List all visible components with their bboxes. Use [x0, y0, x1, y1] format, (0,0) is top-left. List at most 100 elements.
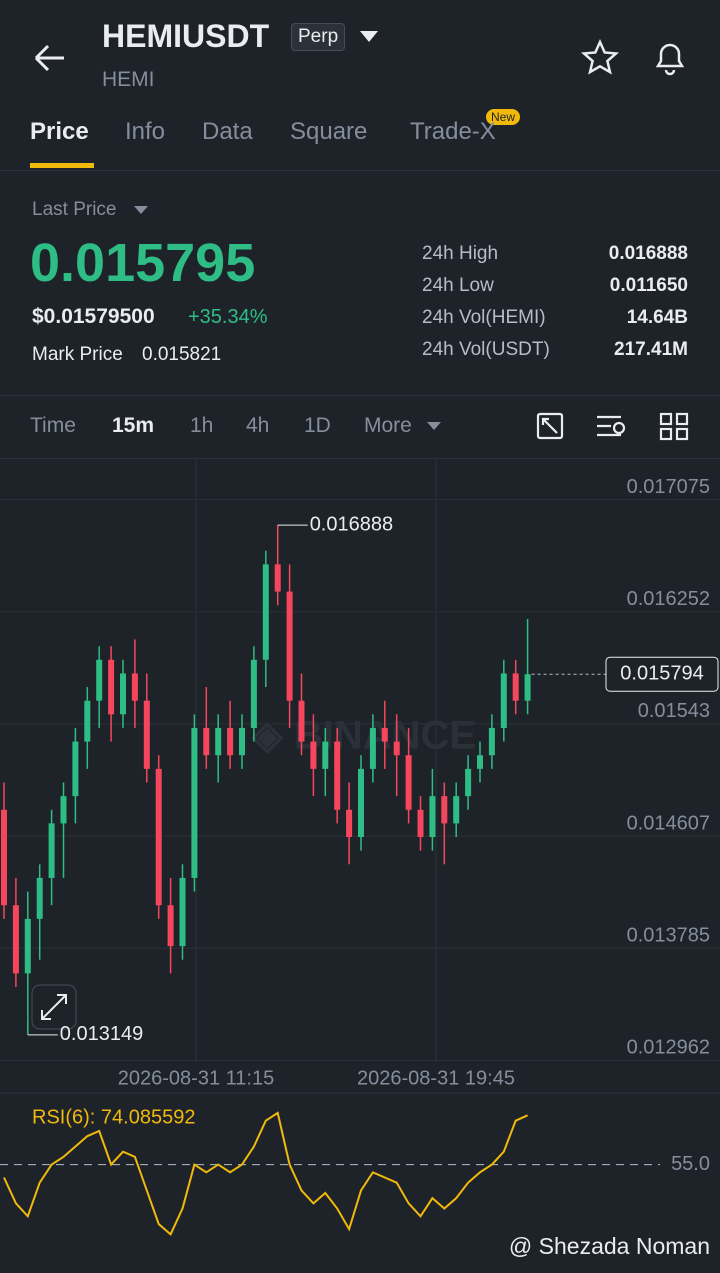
- candle-body: [465, 768, 472, 797]
- last-price-box: [605, 656, 719, 692]
- y-tick-label: 0.01543: [638, 700, 710, 722]
- candle-body: [12, 905, 19, 974]
- candle-body: [96, 659, 103, 701]
- stat-label: 24h Low: [422, 275, 494, 296]
- interval[interactable]: More: [364, 414, 412, 437]
- tab-bar: [0, 116, 720, 171]
- candle-body: [120, 673, 126, 715]
- candle-body: [250, 659, 257, 728]
- candle-body: [191, 727, 198, 878]
- candle-body: [60, 796, 67, 824]
- candle-body: [24, 918, 31, 974]
- y-tick-label: 0.014607: [627, 812, 710, 834]
- x-tick-label: 2026-08-31 19:45: [357, 1067, 515, 1089]
- watermark: @ Shezada Noman: [508, 1233, 710, 1259]
- candle-body: [131, 673, 138, 701]
- candle-body: [369, 727, 376, 769]
- candle-body: [346, 809, 353, 838]
- candle-body: [203, 727, 210, 756]
- chart: ◈ BINANCE 0.017075 0.016252 0.01543 0.01460…: [0, 458, 720, 1236]
- candle-body: [48, 823, 55, 878]
- perp-badge: Perp: [291, 23, 346, 51]
- mark-price: 0.015821: [142, 344, 222, 365]
- candle-body: [36, 877, 43, 919]
- tab[interactable]: Square: [290, 118, 368, 145]
- price-change: +35.34%: [188, 306, 268, 328]
- candle-body: [274, 564, 281, 592]
- candle-body: [417, 809, 424, 838]
- last-price-label: 0.015794: [620, 663, 703, 685]
- candle-body: [239, 727, 245, 756]
- candle-body: [72, 741, 79, 797]
- candle-body: [512, 673, 519, 701]
- candle-body: [477, 755, 483, 769]
- candle-body: [179, 877, 186, 947]
- expand-icon: [41, 994, 67, 1020]
- dropdown-icon[interactable]: [358, 28, 380, 44]
- chart-tools[interactable]: [535, 411, 695, 443]
- candle-body: [298, 700, 305, 742]
- back-button[interactable]: [30, 40, 70, 76]
- tab[interactable]: Data: [202, 118, 253, 145]
- base-asset: HEMI: [102, 68, 155, 91]
- y-tick-label: 0.017075: [627, 476, 710, 498]
- candle-body: [84, 700, 91, 742]
- candle-body: [334, 741, 341, 810]
- tab[interactable]: Info: [125, 118, 166, 145]
- interval[interactable]: 4h: [246, 414, 270, 437]
- candle-body: [381, 727, 388, 742]
- candle-body: [524, 674, 531, 701]
- candle-body: [405, 755, 412, 810]
- rsi-tick-label: 55.0: [671, 1153, 710, 1175]
- candle-body: [429, 796, 436, 838]
- last-price-label[interactable]: Last Price: [32, 199, 117, 220]
- stat-value: 217.41M: [614, 339, 688, 360]
- candle-body: [108, 659, 115, 715]
- tab[interactable]: Trade-X: [410, 118, 496, 145]
- candle-body: [441, 796, 448, 824]
- candle-body: [322, 741, 329, 769]
- interval[interactable]: 15m: [112, 414, 155, 437]
- stat-value: 0.016888: [608, 243, 688, 264]
- candle-body: [358, 768, 364, 838]
- favorite-icon[interactable]: [580, 38, 620, 78]
- alert-icon[interactable]: [650, 38, 690, 78]
- tab[interactable]: Price: [30, 118, 89, 145]
- candle-body: [310, 741, 317, 769]
- candle-body: [215, 727, 222, 756]
- low-label: 0.013149: [60, 1023, 143, 1045]
- last-price: 0.015795: [30, 233, 256, 293]
- stat-value: 0.011650: [609, 275, 688, 296]
- candle-body: [286, 591, 293, 701]
- y-tick-label: 0.016252: [627, 588, 710, 610]
- caret: [134, 206, 148, 214]
- mark-price-label: Mark Price: [32, 344, 123, 365]
- candle-body: [155, 768, 162, 906]
- stat-label: 24h High: [422, 243, 499, 264]
- y-tick-label: 0.012962: [627, 1037, 710, 1059]
- rsi-label: RSI(6): 74.085592: [32, 1106, 195, 1128]
- symbol[interactable]: HEMIUSDT: [102, 18, 270, 54]
- candle-body: [227, 727, 234, 756]
- stat-label: 24h Vol(USDT): [422, 339, 550, 360]
- candle-body: [488, 727, 495, 756]
- rsi-line: [3, 1111, 529, 1236]
- candle-body: [393, 741, 400, 756]
- candle-body: [453, 796, 460, 824]
- candle-body: [1, 809, 7, 906]
- caret: [427, 422, 441, 430]
- candle-body: [143, 700, 150, 769]
- usd-price: $0.01579500: [32, 305, 155, 328]
- tab-indicator: [30, 163, 94, 168]
- stat-value: 14.64B: [626, 307, 688, 328]
- stat-label: 24h Vol(HEMI): [422, 307, 546, 328]
- interval-bar: [0, 395, 720, 459]
- interval[interactable]: 1h: [190, 414, 214, 437]
- candle-body: [167, 905, 174, 947]
- high-label: 0.016888: [310, 513, 393, 535]
- interval[interactable]: Time: [30, 414, 76, 437]
- y-tick-label: 0.013785: [627, 924, 710, 946]
- interval[interactable]: 1D: [304, 414, 331, 437]
